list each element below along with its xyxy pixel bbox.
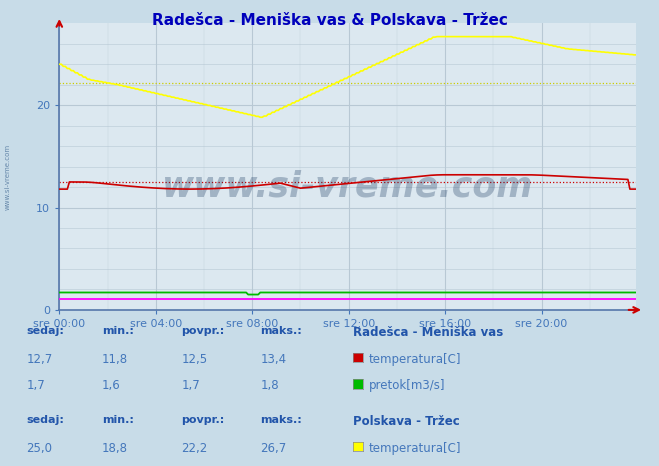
Text: sedaj:: sedaj: [26, 326, 64, 336]
Text: 26,7: 26,7 [260, 442, 287, 455]
Text: min.:: min.: [102, 415, 134, 425]
Text: 1,7: 1,7 [26, 379, 45, 392]
Text: Polskava - Tržec: Polskava - Tržec [353, 415, 459, 428]
Text: 18,8: 18,8 [102, 442, 128, 455]
Text: maks.:: maks.: [260, 326, 302, 336]
Text: povpr.:: povpr.: [181, 415, 225, 425]
Text: 1,6: 1,6 [102, 379, 121, 392]
Text: pretok[m3/s]: pretok[m3/s] [368, 379, 445, 392]
Text: temperatura[C]: temperatura[C] [368, 353, 461, 366]
Text: 12,5: 12,5 [181, 353, 208, 366]
Text: 1,7: 1,7 [181, 379, 200, 392]
Text: 22,2: 22,2 [181, 442, 208, 455]
Text: www.si-vreme.com: www.si-vreme.com [162, 170, 533, 204]
Text: sedaj:: sedaj: [26, 415, 64, 425]
Text: 1,8: 1,8 [260, 379, 279, 392]
Text: 11,8: 11,8 [102, 353, 129, 366]
Text: 25,0: 25,0 [26, 442, 52, 455]
Text: Radešca - Meniška vas: Radešca - Meniška vas [353, 326, 503, 339]
Text: 12,7: 12,7 [26, 353, 53, 366]
Text: 13,4: 13,4 [260, 353, 287, 366]
Text: povpr.:: povpr.: [181, 326, 225, 336]
Text: temperatura[C]: temperatura[C] [368, 442, 461, 455]
Text: min.:: min.: [102, 326, 134, 336]
Text: maks.:: maks.: [260, 415, 302, 425]
Text: Radešca - Meniška vas & Polskava - Tržec: Radešca - Meniška vas & Polskava - Tržec [152, 13, 507, 28]
Text: www.si-vreme.com: www.si-vreme.com [5, 144, 11, 210]
